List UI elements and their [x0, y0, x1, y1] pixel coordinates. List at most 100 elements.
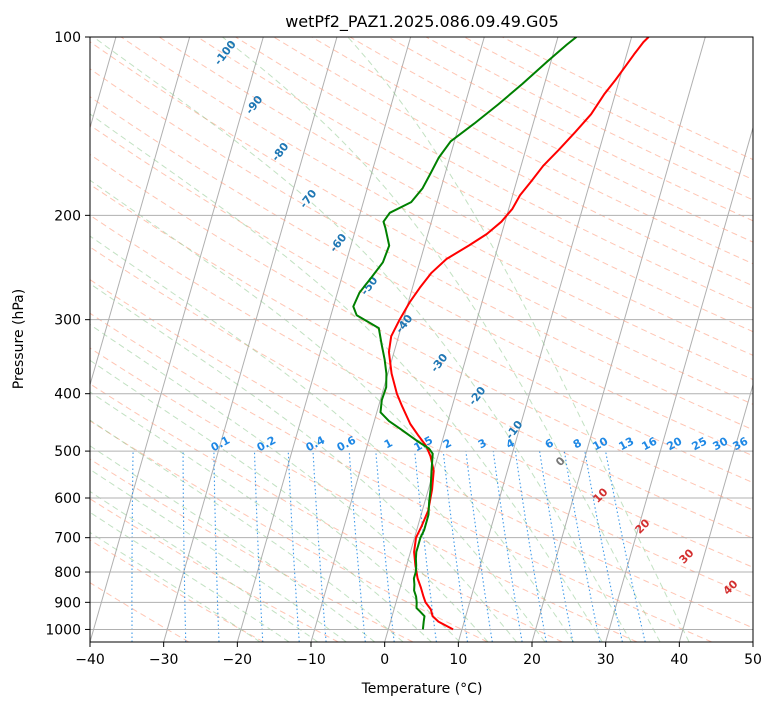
dry-adiabat-line — [90, 41, 753, 405]
y-tick-label: 600 — [54, 491, 81, 507]
mixing-ratio-label: 2 — [441, 436, 454, 451]
profile-series — [352, 37, 650, 631]
x-axis-label: Temperature (°C) — [361, 681, 483, 697]
isotherm-line — [90, 37, 191, 387]
temperature-line — [387, 37, 650, 631]
moist-adiabat-line — [90, 511, 290, 642]
dry-adiabat-line — [273, 37, 753, 287]
x-tick-label: 0 — [380, 652, 389, 668]
dry-adiabat-label: -30 — [428, 351, 451, 375]
isotherm-line — [605, 125, 753, 642]
chart-title: wetPf2_PAZ1.2025.086.09.49.G05 — [285, 12, 559, 32]
dry-adiabat-line — [90, 539, 264, 642]
moist-adiabat-line — [90, 490, 319, 642]
mixing-ratio-line — [584, 451, 623, 642]
isotherm-line — [90, 37, 264, 642]
mixing-ratio-line — [253, 451, 264, 642]
moist-adiabat-line — [90, 531, 261, 642]
isotherm-line — [531, 37, 706, 642]
y-tick-label: 1000 — [45, 622, 81, 638]
moist-adiabat-line — [90, 282, 517, 642]
dry-adiabat-line — [502, 37, 753, 161]
isotherm-line — [752, 640, 753, 642]
y-tick-label: 200 — [54, 208, 81, 224]
y-tick-label: 500 — [54, 444, 81, 460]
isotherm-line — [384, 37, 559, 642]
mixing-ratio-line — [287, 451, 300, 642]
moist-adiabat-line — [90, 113, 603, 642]
x-tick-label: 10 — [449, 652, 467, 668]
dry-adiabat-line — [90, 498, 339, 642]
mixing-ratio-label: 25 — [690, 435, 710, 454]
dry-adiabat-label: -100 — [212, 38, 239, 68]
background-lines — [82, 37, 753, 642]
dry-adiabat-label: -60 — [327, 231, 350, 255]
isotherm-line — [678, 383, 753, 642]
isotherm-line — [457, 37, 633, 642]
moist-adiabat-line — [90, 419, 404, 642]
y-tick-label: 700 — [54, 531, 81, 547]
moist-adiabat-label: 0 — [553, 454, 568, 469]
dry-adiabat-line — [425, 37, 753, 201]
moist-adiabat-label: 10 — [591, 485, 611, 505]
dry-adiabat-line — [90, 246, 753, 598]
dry-adiabat-line — [90, 68, 753, 431]
moist-adiabat-line — [90, 445, 376, 642]
dry-adiabat-line — [90, 214, 753, 568]
moist-adiabat-label: 40 — [721, 577, 741, 597]
x-tick-label: −10 — [296, 652, 326, 668]
mixing-ratio-line — [375, 451, 395, 642]
mixing-ratio-label: 8 — [571, 436, 584, 451]
dry-adiabat-line — [90, 183, 753, 539]
moist-adiabat-line — [90, 391, 432, 642]
reference-line-labels: -100-90-80-70-60-50-40-30-20-100.1 0.2 0.4… — [209, 38, 751, 598]
mixing-ratio-line — [605, 451, 646, 642]
x-axis-ticks: −40 −30 −20 −10 0 10 20 30 40 50 — [75, 642, 762, 668]
mixing-ratio-line — [348, 451, 366, 642]
y-axis-label: Pressure (hPa) — [11, 289, 27, 389]
mixing-ratio-line — [539, 451, 574, 642]
dry-adiabat-label: -40 — [393, 312, 416, 336]
mixing-ratio-line — [131, 451, 134, 642]
mixing-ratio-label: 10 — [591, 434, 611, 453]
moist-adiabat-line — [90, 179, 575, 642]
y-axis-ticks: 100 200 300 400 500 600 700 800 900 1000 — [45, 30, 90, 638]
y-tick-label: 800 — [54, 565, 81, 581]
dewpoint-line — [352, 37, 578, 630]
moist-adiabat-line — [222, 37, 661, 642]
mixing-ratio-label: 13 — [617, 435, 637, 454]
dry-adiabat-label: -50 — [358, 274, 381, 298]
moist-adiabat-line — [347, 37, 690, 642]
mixing-ratio-line — [492, 451, 523, 642]
dry-adiabat-line — [120, 37, 753, 381]
moist-adiabat-line — [90, 468, 347, 642]
mixing-ratio-label: 16 — [640, 434, 660, 453]
mixing-ratio-line — [82, 451, 86, 642]
dry-adiabat-line — [464, 37, 753, 181]
moist-adiabat-line — [90, 235, 546, 642]
x-tick-label: −20 — [223, 652, 253, 668]
dry-adiabat-line — [197, 37, 753, 333]
dry-adiabat-line — [90, 420, 488, 642]
dry-adiabat-line — [90, 153, 753, 511]
mixing-ratio-line — [414, 451, 437, 642]
dry-adiabat-line — [90, 383, 563, 642]
dry-adiabat-label: -70 — [297, 187, 320, 211]
isotherm-line — [236, 37, 412, 642]
dry-adiabat-line — [90, 582, 190, 642]
isotherm-line — [163, 37, 338, 642]
y-tick-label: 900 — [54, 595, 81, 611]
dry-adiabat-line — [90, 124, 753, 484]
dry-adiabat-line — [90, 279, 753, 629]
moist-adiabat-line — [93, 37, 632, 642]
mixing-ratio-label: 20 — [665, 434, 685, 453]
mixing-ratio-label: 1 — [382, 436, 395, 451]
moist-adiabat-label: 30 — [677, 546, 697, 566]
mixing-ratio-label: 36 — [731, 434, 751, 453]
dry-adiabat-line — [235, 37, 753, 310]
mixing-ratio-line — [465, 451, 493, 642]
x-tick-label: 40 — [670, 652, 688, 668]
x-tick-label: −30 — [149, 652, 179, 668]
x-tick-label: 30 — [597, 652, 615, 668]
dry-adiabat-line — [90, 458, 414, 642]
